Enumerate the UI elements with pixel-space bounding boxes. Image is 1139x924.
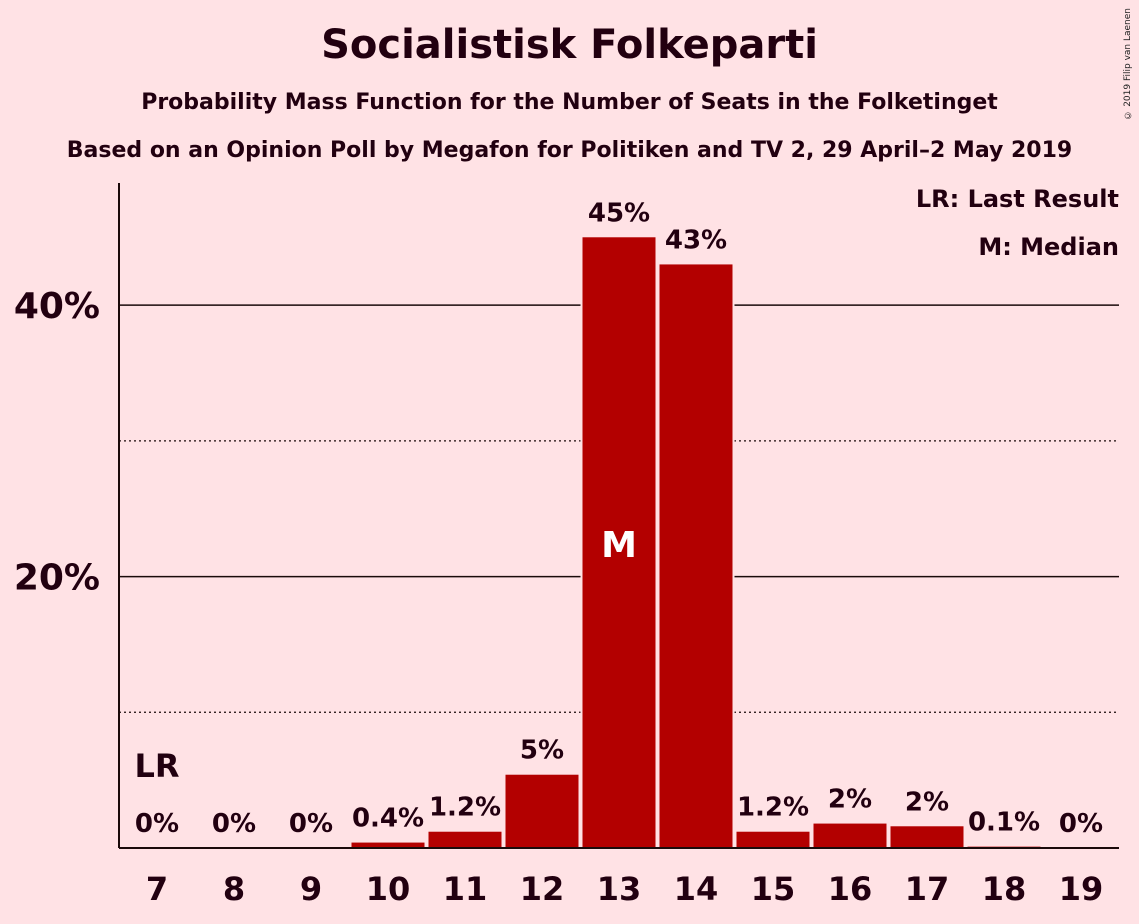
legend-median: M: Median xyxy=(978,233,1119,261)
bar-value-label: 0.1% xyxy=(968,808,1040,838)
x-tick-label: 12 xyxy=(520,870,565,908)
chart-subtitle: Probability Mass Function for the Number… xyxy=(141,90,998,115)
bar-value-label: 0% xyxy=(289,809,333,839)
x-tick-label: 14 xyxy=(674,870,719,908)
bar-value-label: 0.4% xyxy=(352,804,424,834)
bar-value-label: 1.2% xyxy=(737,793,809,823)
bar-halo xyxy=(965,844,1043,848)
x-tick-label: 19 xyxy=(1059,870,1104,908)
chart-source: Based on an Opinion Poll by Megafon for … xyxy=(66,138,1073,163)
bar-value-label: 43% xyxy=(665,225,727,255)
legend-last-result: LR: Last Result xyxy=(915,185,1119,213)
x-tick-label: 15 xyxy=(751,870,796,908)
x-tick-label: 7 xyxy=(146,870,168,908)
bar xyxy=(351,842,425,848)
x-tick-label: 16 xyxy=(828,870,873,908)
bar xyxy=(659,264,733,848)
bar xyxy=(890,826,964,848)
x-tick-label: 8 xyxy=(223,870,245,908)
bar-value-label: 2% xyxy=(828,785,872,815)
y-tick-label: 20% xyxy=(14,558,100,599)
chart-title: Socialistisk Folkeparti xyxy=(321,22,818,68)
bar-value-label: 5% xyxy=(520,736,564,766)
bar-value-label: 0% xyxy=(212,809,256,839)
x-tick-label: 18 xyxy=(982,870,1027,908)
median-marker: M xyxy=(601,525,637,566)
last-result-marker: LR xyxy=(134,747,179,785)
bar-value-label: 2% xyxy=(905,787,949,817)
bar-value-label: 1.2% xyxy=(429,793,501,823)
x-tick-label: 10 xyxy=(366,870,411,908)
bar xyxy=(428,831,502,848)
bar-value-label: 0% xyxy=(1059,809,1103,839)
x-tick-label: 11 xyxy=(443,870,488,908)
x-tick-label: 17 xyxy=(905,870,950,908)
bar xyxy=(505,774,579,848)
bar-value-label: 45% xyxy=(588,198,650,228)
bar xyxy=(582,237,656,849)
x-tick-label: 13 xyxy=(597,870,642,908)
y-tick-label: 40% xyxy=(14,286,100,327)
bar xyxy=(736,831,810,848)
bar xyxy=(813,823,887,848)
bar-value-label: 0% xyxy=(135,809,179,839)
x-tick-label: 9 xyxy=(300,870,322,908)
